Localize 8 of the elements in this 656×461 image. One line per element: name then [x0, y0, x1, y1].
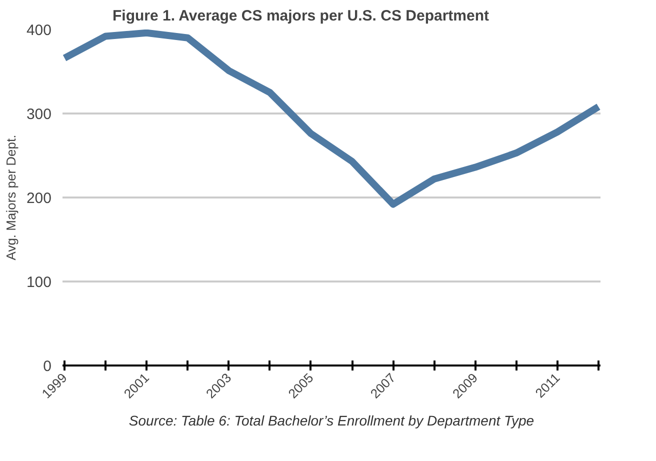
y-tick-label: 300	[26, 106, 52, 123]
y-axis-title: Avg. Majors per Dept.	[3, 134, 18, 260]
y-tick-label: 200	[26, 190, 52, 207]
source-note: Source: Table 6: Total Bachelor’s Enrollment by Department Type	[128, 412, 534, 428]
y-tick-label: 100	[26, 274, 52, 291]
y-tick-label: 0	[43, 358, 52, 375]
y-tick-label: 400	[26, 22, 52, 39]
chart-title: Figure 1. Average CS majors per U.S. CS Department	[112, 8, 490, 24]
